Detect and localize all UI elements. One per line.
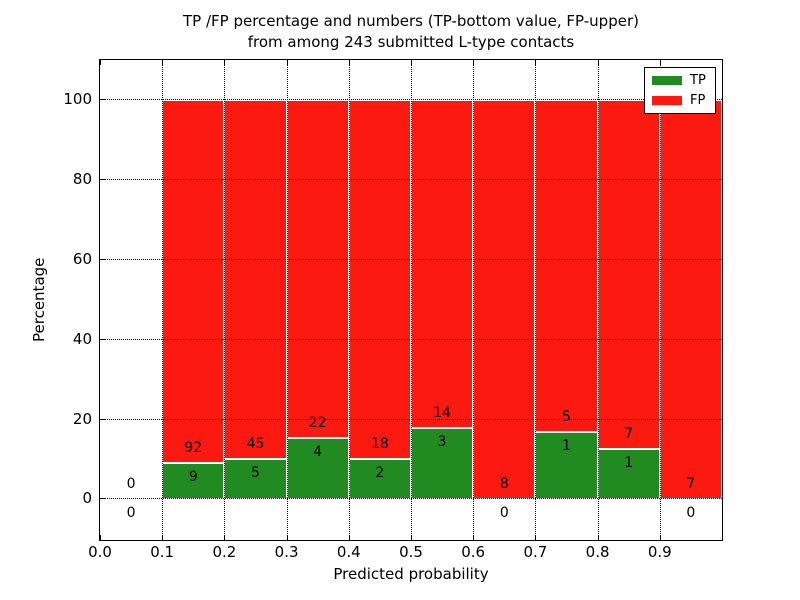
- fp-bar-segment: [286, 99, 349, 438]
- x-tick-mark-top: [286, 60, 288, 65]
- tp-bar-segment: [535, 432, 598, 499]
- fp-bar-segment: [224, 99, 287, 459]
- x-tick-mark: [535, 535, 537, 540]
- x-tick-label: 0.2: [212, 543, 237, 561]
- fp-count-label: 22: [308, 414, 327, 431]
- fp-count-label: 14: [433, 405, 451, 422]
- legend-label-fp: FP: [690, 93, 706, 108]
- tp-count-label: 0: [499, 504, 509, 521]
- x-tick-label: 0.6: [461, 543, 486, 561]
- x-tick-mark-top: [411, 60, 412, 65]
- tp-count-label: 9: [188, 469, 198, 486]
- x-tick-mark: [659, 535, 661, 540]
- legend-entry-fp: FP: [652, 93, 708, 108]
- plot-area: TP FP 0 0 92 9 45 5 22 4 18 2 14 3 8 0 5 1 7 1 7 0: [99, 59, 723, 541]
- fp-count-label: 92: [184, 440, 203, 457]
- fp-bar-segment: [348, 99, 411, 459]
- gridline-vertical: [224, 60, 226, 540]
- gridline-vertical: [473, 60, 475, 540]
- y-tick-mark: [100, 418, 105, 420]
- fp-bar-segment: [597, 99, 660, 450]
- y-tick-label: 20: [72, 409, 92, 428]
- x-tick-label: 0.3: [274, 543, 299, 561]
- gridline-vertical: [411, 60, 412, 540]
- fp-bar-segment: [535, 99, 598, 433]
- gridline-vertical: [348, 60, 350, 540]
- gridline-vertical: [659, 60, 661, 540]
- y-axis-label: Percentage: [30, 257, 48, 343]
- x-tick-mark: [411, 535, 412, 540]
- x-tick-label: 0.1: [150, 543, 175, 561]
- x-tick-label: 0.8: [585, 543, 610, 561]
- tp-count-label: 4: [313, 443, 323, 460]
- tp-bar-segment: [224, 459, 287, 499]
- fp-count-label: 5: [562, 409, 571, 426]
- tp-color-swatch: [652, 76, 682, 85]
- x-tick-label: 0.7: [523, 543, 548, 561]
- fp-count-label: 45: [246, 436, 265, 452]
- x-tick-label: 0.0: [88, 543, 112, 561]
- y-tick-mark: [100, 99, 105, 101]
- y-tick-label: 100: [63, 90, 92, 109]
- y-tick-mark: [100, 259, 105, 260]
- y-tick-mark: [100, 498, 105, 500]
- x-tick-mark-top: [100, 60, 101, 65]
- tp-bar-segment: [348, 459, 411, 499]
- x-tick-mark-top: [348, 60, 350, 65]
- tp-count-label: 5: [251, 465, 260, 481]
- tp-count-label: 0: [126, 504, 136, 521]
- fp-count-label: 0: [126, 475, 136, 492]
- chart-title-line1: TP /FP percentage and numbers (TP-bottom…: [183, 12, 639, 30]
- gridline-vertical: [597, 60, 599, 540]
- fp-count-label: 18: [370, 436, 389, 452]
- fp-bar-segment: [162, 99, 225, 464]
- x-tick-mark: [162, 535, 164, 540]
- fp-color-swatch: [652, 96, 682, 105]
- y-tick-label: 80: [72, 170, 92, 189]
- legend: TP FP: [644, 67, 716, 114]
- fp-count-label: 8: [499, 475, 509, 492]
- x-tick-label: 0.5: [399, 543, 423, 561]
- chart-title: TP /FP percentage and numbers (TP-bottom…: [100, 11, 722, 53]
- y-tick-mark: [100, 179, 105, 181]
- chart-title-line2: from among 243 submitted L-type contacts: [247, 33, 575, 51]
- y-tick-mark: [100, 338, 105, 340]
- legend-entry-tp: TP: [652, 73, 708, 88]
- fp-count-label: 7: [624, 426, 634, 443]
- y-tick-label: 0: [82, 489, 92, 508]
- gridline-vertical: [162, 60, 164, 540]
- fp-count-label: 7: [686, 475, 696, 492]
- x-tick-mark: [348, 535, 350, 540]
- tp-count-label: 2: [375, 465, 385, 481]
- legend-label-tp: TP: [690, 73, 706, 88]
- tp-count-label: 1: [624, 455, 634, 472]
- fp-bar-segment: [473, 99, 536, 499]
- x-tick-mark: [473, 535, 475, 540]
- tp-count-label: 3: [437, 434, 447, 451]
- x-tick-mark: [224, 535, 226, 540]
- tp-bar-segment: [162, 463, 225, 499]
- tp-count-label: 0: [686, 504, 696, 521]
- y-tick-label: 60: [72, 250, 92, 268]
- x-tick-mark: [597, 535, 599, 540]
- x-tick-mark: [100, 535, 101, 540]
- x-tick-mark-top: [535, 60, 537, 65]
- fp-bar-segment: [411, 99, 474, 429]
- x-tick-label: 0.9: [647, 543, 672, 561]
- y-tick-label: 40: [72, 329, 92, 348]
- x-tick-mark: [286, 535, 288, 540]
- x-axis-label: Predicted probability: [333, 565, 489, 583]
- x-tick-mark-top: [224, 60, 226, 65]
- tp-count-label: 1: [562, 438, 571, 455]
- x-tick-mark-top: [473, 60, 475, 65]
- x-tick-mark-top: [162, 60, 164, 65]
- gridline-vertical: [535, 60, 537, 540]
- x-tick-label: 0.4: [336, 543, 361, 561]
- x-tick-mark-top: [597, 60, 599, 65]
- fp-bar-segment: [659, 99, 722, 499]
- x-tick-mark-top: [659, 60, 661, 65]
- gridline-vertical: [286, 60, 288, 540]
